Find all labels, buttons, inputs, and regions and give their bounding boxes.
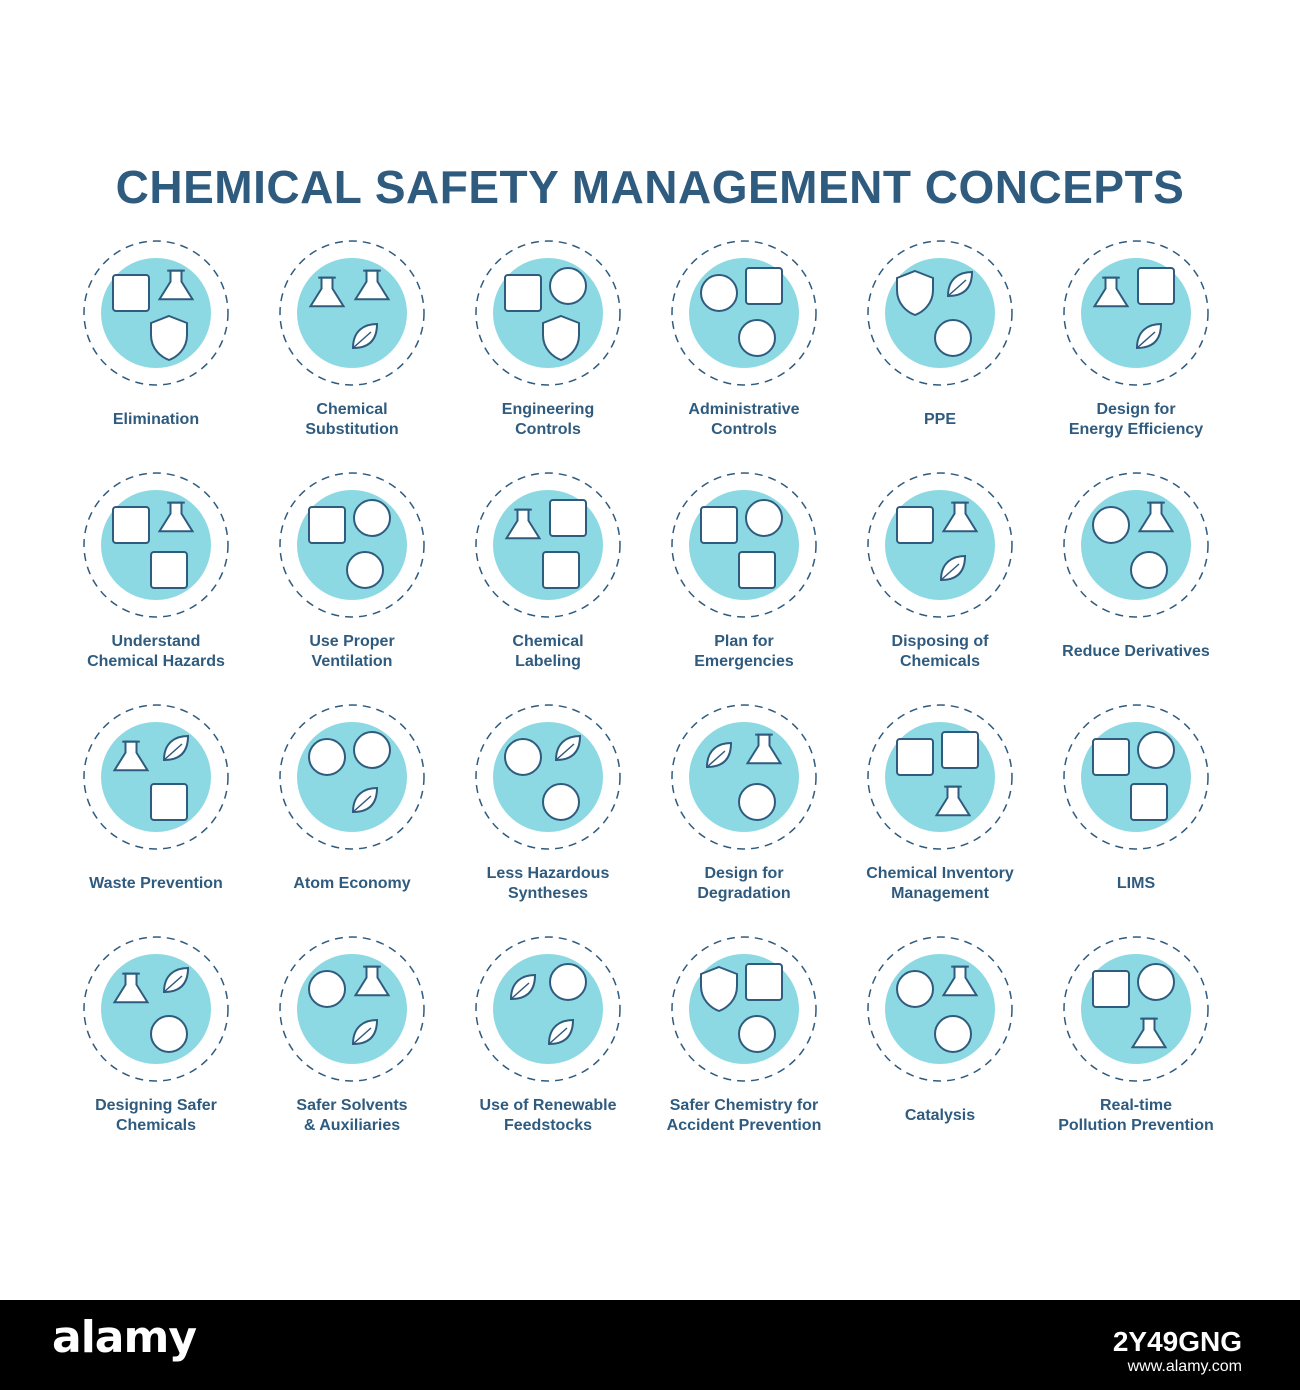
concept-label: Plan for Emergencies	[694, 633, 794, 670]
safer-flask-icon	[81, 934, 231, 1084]
concept-card: Chemical Labeling	[450, 462, 646, 694]
solar-energy-icon	[1061, 238, 1211, 388]
shield-firstaid-icon	[669, 934, 819, 1084]
concept-card: Designing Safer Chemicals	[58, 926, 254, 1158]
fan-respirator-icon	[473, 238, 623, 388]
recycle-disposal-icon	[865, 470, 1015, 620]
concept-label: Engineering Controls	[501, 401, 595, 438]
concept-label: Reduce Derivatives	[1062, 643, 1210, 660]
concept-label: Real-time Pollution Prevention	[1058, 1097, 1214, 1134]
footer-bar: alamy 2Y49GNG www.alamy.com	[0, 1300, 1300, 1390]
concept-card: Atom Economy	[254, 694, 450, 926]
hazard-document-icon	[81, 470, 231, 620]
footer-url: www.alamy.com	[1127, 1358, 1242, 1375]
concept-card: Elimination	[58, 230, 254, 462]
exit-plan-icon	[669, 470, 819, 620]
concept-card: LIMS	[1038, 694, 1234, 926]
concept-label: Waste Prevention	[89, 875, 223, 892]
flammable-label-icon	[473, 470, 623, 620]
concept-label: Design for Energy Efficiency	[1068, 401, 1204, 438]
inventory-computer-icon	[865, 702, 1015, 852]
concept-label: Atom Economy	[293, 875, 411, 892]
concept-card: Disposing of Chemicals	[842, 462, 1038, 694]
concept-card: Understand Chemical Hazards	[58, 462, 254, 694]
concept-label: Less Hazardous Syntheses	[486, 865, 610, 902]
concept-card: Chemical Substitution	[254, 230, 450, 462]
concept-label: Chemical Labeling	[512, 633, 584, 670]
gauge-monitor-icon	[1061, 934, 1211, 1084]
concept-card: Administrative Controls	[646, 230, 842, 462]
concept-label: Chemical Substitution	[305, 401, 399, 438]
concept-label: LIMS	[1116, 875, 1156, 892]
catalysis-gear-icon	[865, 934, 1015, 1084]
concept-card: Real-time Pollution Prevention	[1038, 926, 1234, 1158]
concept-label: Design for Degradation	[697, 865, 791, 902]
concept-label: Elimination	[112, 411, 200, 428]
concept-card: Design for Energy Efficiency	[1038, 230, 1234, 462]
concept-label: Chemical Inventory Management	[866, 865, 1014, 902]
concept-label: Designing Safer Chemicals	[95, 1097, 217, 1134]
concept-label: Safer Solvents & Auxiliaries	[296, 1097, 408, 1134]
mask-gloves-icon	[865, 238, 1015, 388]
concept-card: Reduce Derivatives	[1038, 462, 1234, 694]
concept-label: Use Proper Ventilation	[309, 633, 395, 670]
concept-label: Safer Chemistry for Accident Prevention	[666, 1097, 822, 1134]
team-clock-icon	[669, 238, 819, 388]
molecule-gauge-icon	[1061, 470, 1211, 620]
concept-card: Engineering Controls	[450, 230, 646, 462]
image-id: 2Y49GNG	[1112, 1326, 1242, 1357]
concept-label: Catalysis	[904, 1107, 976, 1124]
concept-card: Chemical Inventory Management	[842, 694, 1038, 926]
concept-card: Plan for Emergencies	[646, 462, 842, 694]
concept-card: Waste Prevention	[58, 694, 254, 926]
goggles-leaf-icon	[473, 702, 623, 852]
concept-card: PPE	[842, 230, 1038, 462]
page-title: CHEMICAL SAFETY MANAGEMENT CONCEPTS	[115, 161, 1185, 213]
biohazard-bin-icon	[81, 238, 231, 388]
concept-grid: Elimination Chemical Substitution Engineer…	[58, 230, 1242, 1158]
laptop-chart-icon	[1061, 702, 1211, 852]
flask-swap-icon	[277, 238, 427, 388]
concept-card: Catalysis	[842, 926, 1038, 1158]
leaf-molecule-icon	[669, 702, 819, 852]
concept-card: Less Hazardous Syntheses	[450, 694, 646, 926]
concept-card: Design for Degradation	[646, 694, 842, 926]
concept-label: Understand Chemical Hazards	[87, 633, 225, 670]
renewable-leaf-icon	[473, 934, 623, 1084]
concept-label: Administrative Controls	[688, 401, 800, 438]
concept-label: Use of Renewable Feedstocks	[479, 1097, 617, 1134]
concept-card: Safer Chemistry for Accident Prevention	[646, 926, 842, 1158]
concept-card: Use Proper Ventilation	[254, 462, 450, 694]
concept-card: Safer Solvents & Auxiliaries	[254, 926, 450, 1158]
brand-logo: alamy	[52, 1312, 197, 1363]
concept-label: PPE	[923, 411, 956, 428]
waste-recycle-icon	[81, 702, 231, 852]
concept-card: Use of Renewable Feedstocks	[450, 926, 646, 1158]
atom-scale-icon	[277, 702, 427, 852]
concept-label: Disposing of Chemicals	[891, 633, 989, 670]
solvent-drop-icon	[277, 934, 427, 1084]
ventilation-fan-icon	[277, 470, 427, 620]
